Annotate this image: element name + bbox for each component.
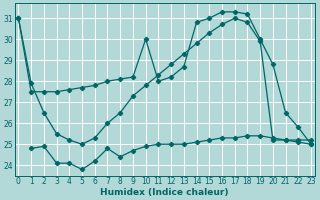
X-axis label: Humidex (Indice chaleur): Humidex (Indice chaleur) bbox=[100, 188, 229, 197]
